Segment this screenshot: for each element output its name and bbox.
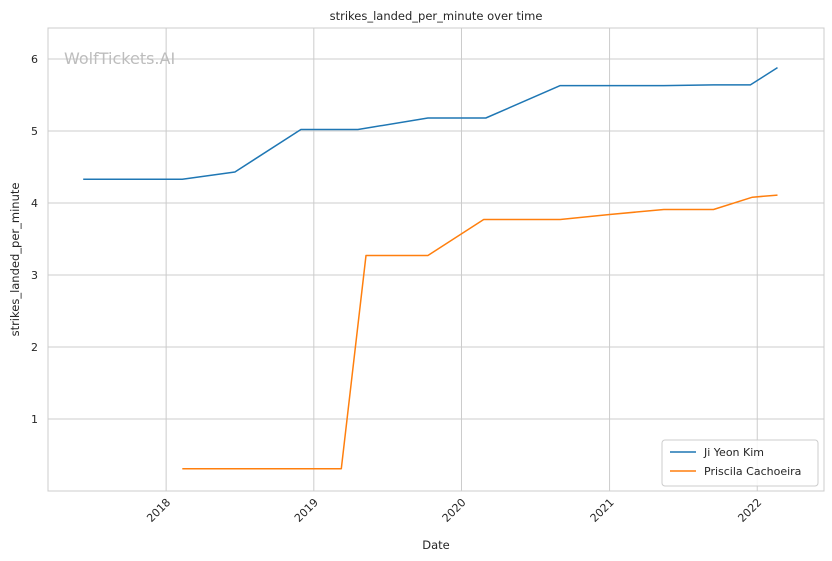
y-tick-label: 4 — [31, 197, 38, 210]
y-axis-label: strikes_landed_per_minute — [8, 183, 22, 337]
y-tick-label: 6 — [31, 53, 38, 66]
x-tick-label: 2022 — [735, 496, 764, 525]
legend-label: Priscila Cachoeira — [704, 465, 801, 478]
x-tick-label: 2021 — [588, 496, 617, 525]
x-tick-labels: 2018 2019 2020 2021 2022 — [144, 496, 764, 525]
series-lines — [83, 66, 778, 470]
legend-box — [661, 439, 819, 487]
legend: Ji Yeon Kim Priscila Cachoeira — [661, 439, 819, 487]
watermark: WolfTickets.AI — [64, 49, 175, 68]
grid — [48, 28, 824, 491]
y-tick-label: 2 — [31, 341, 38, 354]
x-tick-label: 2018 — [144, 496, 173, 525]
series-line-1 — [182, 194, 778, 470]
x-tick-label: 2019 — [292, 496, 321, 525]
x-tick-label: 2020 — [440, 496, 469, 525]
y-tick-labels: 1 2 3 4 5 6 — [31, 53, 38, 426]
chart-title: strikes_landed_per_minute over time — [330, 9, 543, 23]
plot-frame — [47, 27, 825, 492]
x-axis-label: Date — [422, 538, 450, 552]
y-tick-label: 1 — [31, 413, 38, 426]
y-tick-label: 5 — [31, 125, 38, 138]
legend-label: Ji Yeon Kim — [703, 446, 764, 459]
series-line-0 — [83, 66, 778, 180]
y-tick-label: 3 — [31, 269, 38, 282]
